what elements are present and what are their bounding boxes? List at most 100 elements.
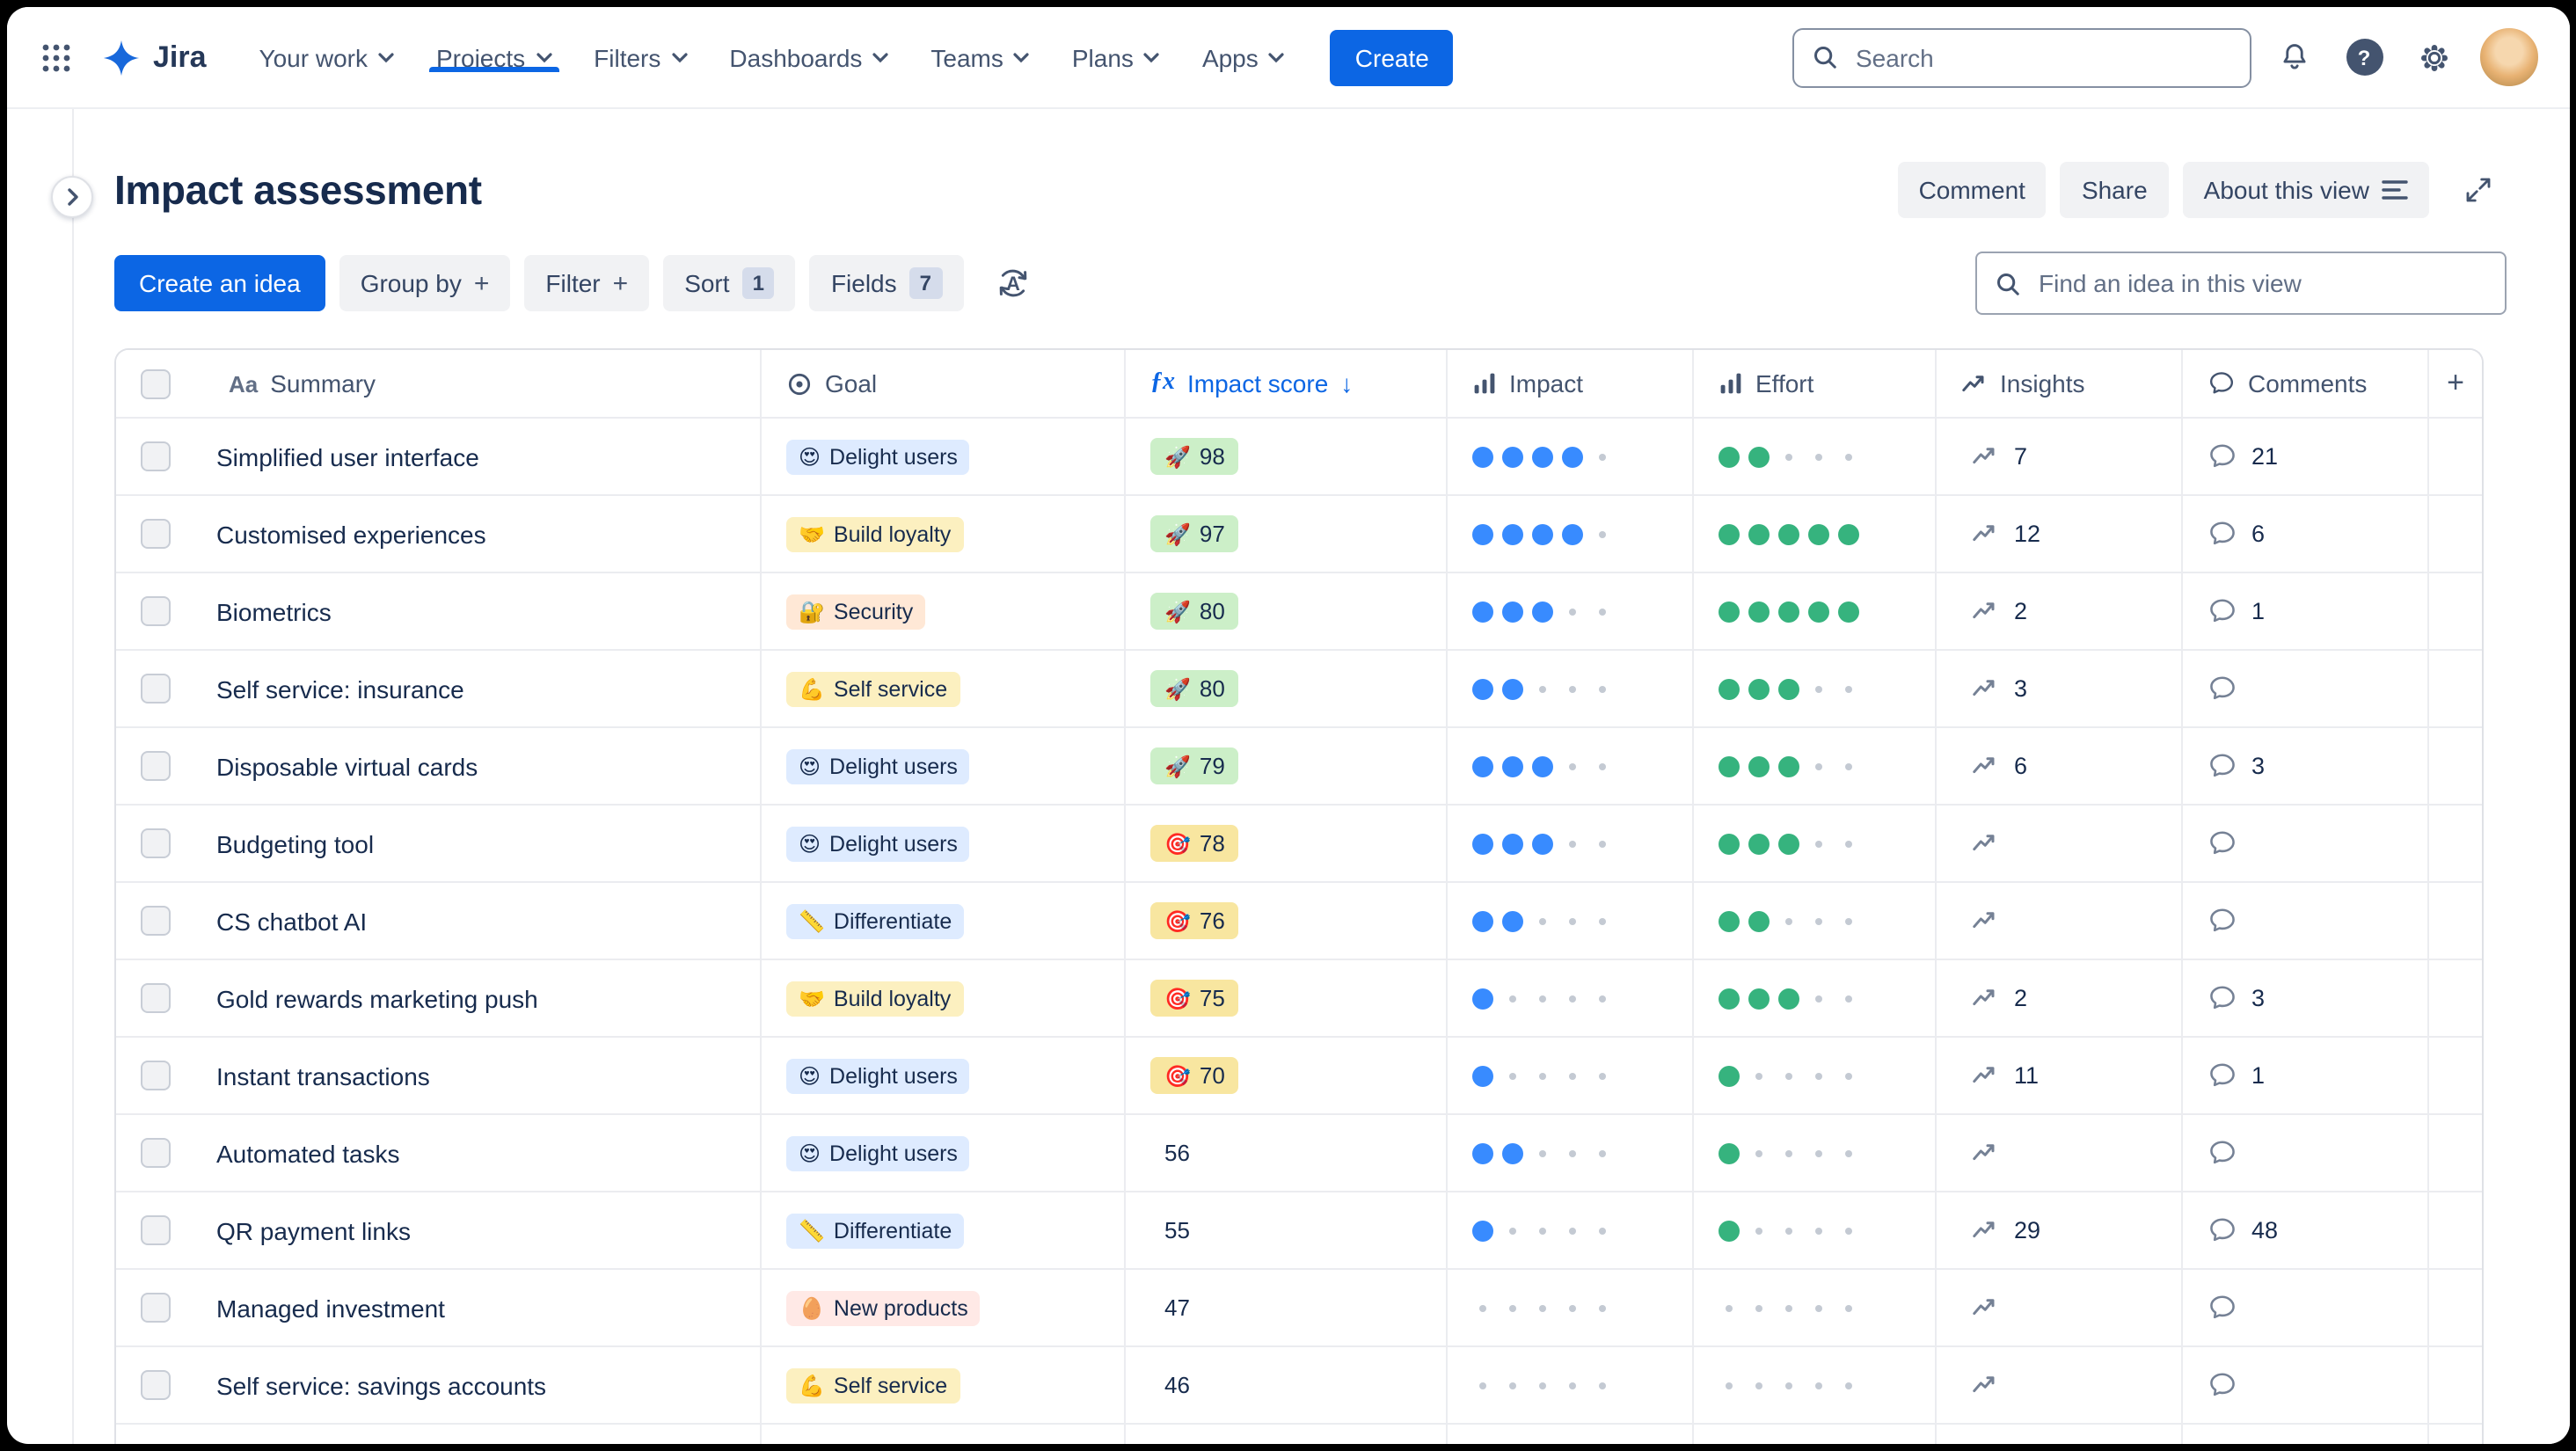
goal-chip[interactable]: 😍 Delight users — [786, 1058, 970, 1093]
comments-cell[interactable] — [2183, 1115, 2429, 1191]
table-row[interactable]: Instant transactions 😍 Delight users 🎯 7… — [116, 1038, 2482, 1115]
summary-cell[interactable]: Customised experiences — [116, 496, 762, 572]
impact-rating[interactable] — [1448, 651, 1694, 726]
impact-rating[interactable] — [1448, 1425, 1694, 1444]
row-checkbox[interactable] — [141, 596, 171, 626]
find-idea-search[interactable] — [1975, 252, 2507, 315]
row-checkbox[interactable] — [141, 983, 171, 1013]
row-checkbox[interactable] — [141, 1293, 171, 1323]
group-by-button[interactable]: Group by + — [339, 255, 511, 311]
row-checkbox[interactable] — [141, 1370, 171, 1400]
effort-rating[interactable] — [1694, 651, 1937, 726]
impact-score-chip[interactable]: 🎯 76 — [1150, 902, 1239, 939]
jira-logo[interactable]: Jira — [102, 38, 207, 77]
effort-rating[interactable] — [1694, 883, 1937, 959]
global-search[interactable] — [1792, 27, 2251, 87]
goal-cell[interactable]: 🤝 Build loyalty — [762, 496, 1126, 572]
row-checkbox[interactable] — [141, 906, 171, 936]
expand-view-button[interactable] — [2450, 162, 2507, 218]
nav-item-your-work[interactable]: Your work — [238, 43, 416, 71]
row-checkbox[interactable] — [141, 751, 171, 781]
nav-item-teams[interactable]: Teams — [909, 43, 1050, 71]
comments-cell[interactable]: 1 — [2183, 1038, 2429, 1113]
notifications-button[interactable] — [2266, 29, 2322, 85]
impact-rating[interactable] — [1448, 806, 1694, 881]
impact-score-chip[interactable]: 🚀 80 — [1150, 593, 1239, 630]
impact-score-cell[interactable]: 🎯 76 — [1126, 883, 1448, 959]
impact-score-chip[interactable]: 55 — [1150, 1212, 1204, 1249]
summary-cell[interactable]: CS chatbot AI — [116, 883, 762, 959]
about-this-view-button[interactable]: About this view — [2182, 162, 2429, 218]
help-button[interactable]: ? — [2336, 29, 2392, 85]
goal-cell[interactable]: 📏 Differentiate — [762, 1425, 1126, 1444]
insights-cell[interactable] — [1937, 883, 2183, 959]
goal-chip[interactable]: 🤝 Build loyalty — [786, 981, 964, 1016]
create-an-idea-button[interactable]: Create an idea — [114, 255, 325, 311]
goal-chip[interactable]: 😍 Delight users — [786, 748, 970, 784]
expand-sidebar-button[interactable] — [51, 176, 93, 218]
goal-chip[interactable]: 🔐 Security — [786, 594, 926, 629]
effort-rating[interactable] — [1694, 1192, 1937, 1268]
effort-rating[interactable] — [1694, 728, 1937, 804]
impact-rating[interactable] — [1448, 728, 1694, 804]
summary-cell[interactable]: Biometrics — [116, 573, 762, 649]
user-avatar[interactable] — [2477, 25, 2542, 90]
impact-score-cell[interactable]: 46 — [1126, 1347, 1448, 1423]
impact-rating[interactable] — [1448, 1270, 1694, 1345]
filter-button[interactable]: Filter + — [524, 255, 650, 311]
app-switcher-button[interactable] — [28, 29, 84, 85]
insights-cell[interactable]: 11 — [1937, 1038, 2183, 1113]
goal-chip[interactable]: 😍 Delight users — [786, 826, 970, 861]
effort-rating[interactable] — [1694, 573, 1937, 649]
table-row[interactable]: Biometrics 🔐 Security 🚀 80 2 1 — [116, 573, 2482, 651]
summary-cell[interactable]: Disposable virtual cards — [116, 728, 762, 804]
goal-cell[interactable]: 💪 Self service — [762, 1347, 1126, 1423]
impact-score-cell[interactable]: 🚀 79 — [1126, 728, 1448, 804]
insights-cell[interactable] — [1937, 1347, 2183, 1423]
nav-item-dashboards[interactable]: Dashboards — [708, 43, 909, 71]
goal-chip[interactable]: 💪 Self service — [786, 671, 960, 706]
nav-item-apps[interactable]: Apps — [1181, 43, 1306, 71]
row-checkbox[interactable] — [141, 441, 171, 471]
impact-rating[interactable] — [1448, 496, 1694, 572]
summary-cell[interactable]: Self service: insurance — [116, 651, 762, 726]
table-row[interactable]: CS chatbot AI 📏 Differentiate 🎯 76 — [116, 883, 2482, 960]
impact-rating[interactable] — [1448, 883, 1694, 959]
goal-cell[interactable]: 😍 Delight users — [762, 419, 1126, 494]
insights-cell[interactable] — [1937, 1270, 2183, 1345]
nav-item-filters[interactable]: Filters — [573, 43, 708, 71]
summary-cell[interactable]: Budgeting tool — [116, 806, 762, 881]
impact-score-cell[interactable]: 🎯 78 — [1126, 806, 1448, 881]
insights-cell[interactable] — [1937, 1425, 2183, 1444]
table-row[interactable]: Disposable virtual cards 😍 Delight users… — [116, 728, 2482, 806]
goal-cell[interactable]: 📏 Differentiate — [762, 1192, 1126, 1268]
column-header-insights[interactable]: Insights — [1937, 350, 2183, 417]
insights-cell[interactable]: 2 — [1937, 960, 2183, 1036]
summary-cell[interactable]: Simplified user interface — [116, 419, 762, 494]
comments-cell[interactable] — [2183, 806, 2429, 881]
impact-score-cell[interactable]: 🚀 98 — [1126, 419, 1448, 494]
impact-score-chip[interactable]: 🎯 75 — [1150, 980, 1239, 1017]
goal-cell[interactable]: 📏 Differentiate — [762, 883, 1126, 959]
impact-rating[interactable] — [1448, 960, 1694, 1036]
comments-cell[interactable]: 21 — [2183, 419, 2429, 494]
insights-cell[interactable]: 12 — [1937, 496, 2183, 572]
column-header-impact-score[interactable]: ƒx Impact score ↓ — [1126, 350, 1448, 417]
row-checkbox[interactable] — [141, 519, 171, 549]
summary-cell[interactable]: Self service: savings accounts — [116, 1347, 762, 1423]
table-row[interactable]: Self service: insurance 💪 Self service 🚀… — [116, 651, 2482, 728]
impact-score-chip[interactable]: 47 — [1150, 1289, 1204, 1326]
summary-cell[interactable]: Family features — [116, 1425, 762, 1444]
row-checkbox[interactable] — [141, 1215, 171, 1245]
summary-cell[interactable]: Gold rewards marketing push — [116, 960, 762, 1036]
row-checkbox[interactable] — [141, 828, 171, 858]
goal-chip[interactable]: 😍 Delight users — [786, 1135, 970, 1170]
add-column-button[interactable]: + — [2447, 366, 2464, 399]
goal-chip[interactable]: 📏 Differentiate — [786, 1213, 965, 1248]
effort-rating[interactable] — [1694, 496, 1937, 572]
effort-rating[interactable] — [1694, 806, 1937, 881]
global-search-input[interactable] — [1852, 41, 2232, 73]
summary-cell[interactable]: Instant transactions — [116, 1038, 762, 1113]
goal-cell[interactable]: 🤝 Build loyalty — [762, 960, 1126, 1036]
row-checkbox[interactable] — [141, 1138, 171, 1168]
